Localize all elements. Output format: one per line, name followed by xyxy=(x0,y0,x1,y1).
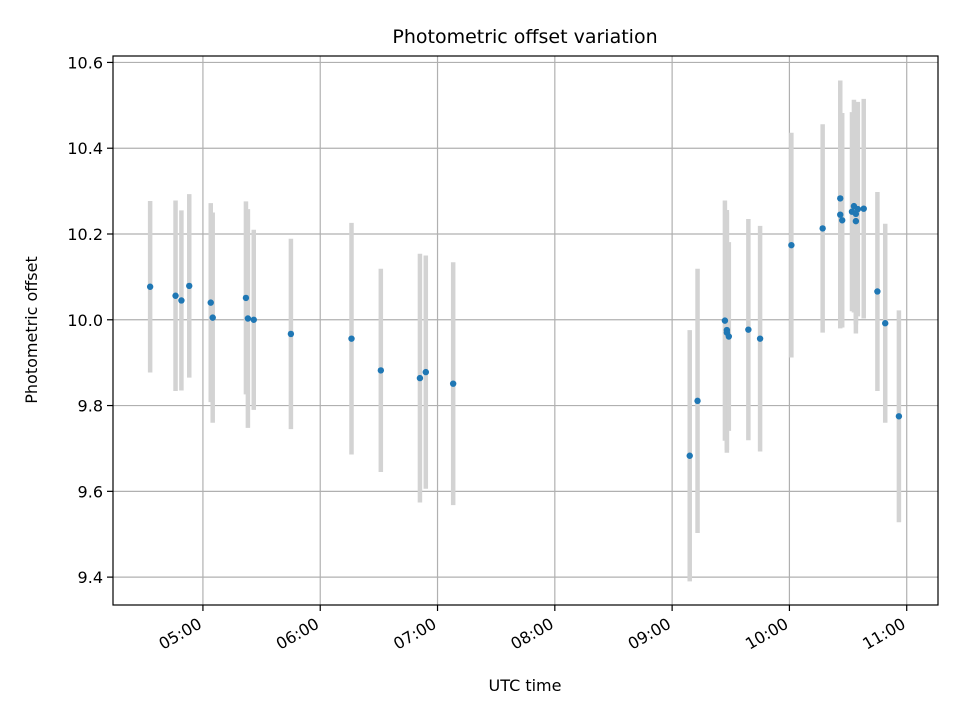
data-point xyxy=(852,217,860,225)
chart-title: Photometric offset variation xyxy=(392,26,657,48)
x-tick-label: 05:00 xyxy=(155,614,204,654)
data-point xyxy=(854,205,862,213)
y-tick-label: 10.0 xyxy=(67,311,103,330)
data-point xyxy=(686,452,693,459)
data-point xyxy=(422,368,429,376)
data-point xyxy=(207,299,214,306)
data-point xyxy=(819,225,826,232)
data-point xyxy=(860,205,867,212)
grid-lines xyxy=(113,56,938,605)
x-tick-label: 09:00 xyxy=(625,614,674,654)
error-bars xyxy=(147,80,902,582)
data-point xyxy=(172,292,179,299)
y-axis-title: Photometric offset xyxy=(22,256,41,404)
data-point xyxy=(287,330,295,338)
data-point xyxy=(721,317,729,324)
data-point xyxy=(209,314,216,321)
data-point xyxy=(874,288,881,295)
y-tick-label: 10.2 xyxy=(67,225,103,244)
data-point xyxy=(416,374,424,382)
y-tick-label: 10.4 xyxy=(67,139,103,158)
data-point xyxy=(242,294,250,302)
data-point xyxy=(756,335,764,342)
data-point xyxy=(178,297,185,304)
data-point xyxy=(377,367,385,374)
data-point xyxy=(895,413,903,420)
data-point xyxy=(146,283,154,290)
y-tick-label: 9.6 xyxy=(78,482,103,501)
data-point xyxy=(186,282,193,290)
x-axis-title: UTC time xyxy=(489,676,562,695)
data-points xyxy=(146,195,903,459)
x-axis: 05:00 06:00 07:00 08:00 09:00 10:00 11:00 xyxy=(155,605,909,654)
x-tick-label: 11:00 xyxy=(859,614,908,654)
data-point xyxy=(348,335,355,342)
data-point xyxy=(788,241,795,249)
data-point xyxy=(837,195,844,202)
y-tick-label: 10.6 xyxy=(67,53,103,72)
x-tick-label: 06:00 xyxy=(273,614,322,654)
plot-frame xyxy=(112,55,939,606)
x-tick-label: 07:00 xyxy=(390,614,439,654)
data-point xyxy=(725,333,733,340)
x-tick-label: 08:00 xyxy=(507,614,556,654)
data-point xyxy=(745,326,752,333)
y-axis: 9.4 9.6 9.8 10.0 10.2 10.4 10.6 xyxy=(67,53,113,587)
y-tick-label: 9.8 xyxy=(78,397,103,416)
y-tick-label: 9.4 xyxy=(78,568,103,587)
data-point xyxy=(449,380,457,387)
data-point xyxy=(882,320,889,327)
data-point xyxy=(244,315,252,322)
data-point xyxy=(250,316,257,323)
data-point xyxy=(694,397,701,405)
data-point xyxy=(839,217,846,224)
x-tick-label: 10:00 xyxy=(742,614,791,654)
data-point xyxy=(837,211,844,218)
